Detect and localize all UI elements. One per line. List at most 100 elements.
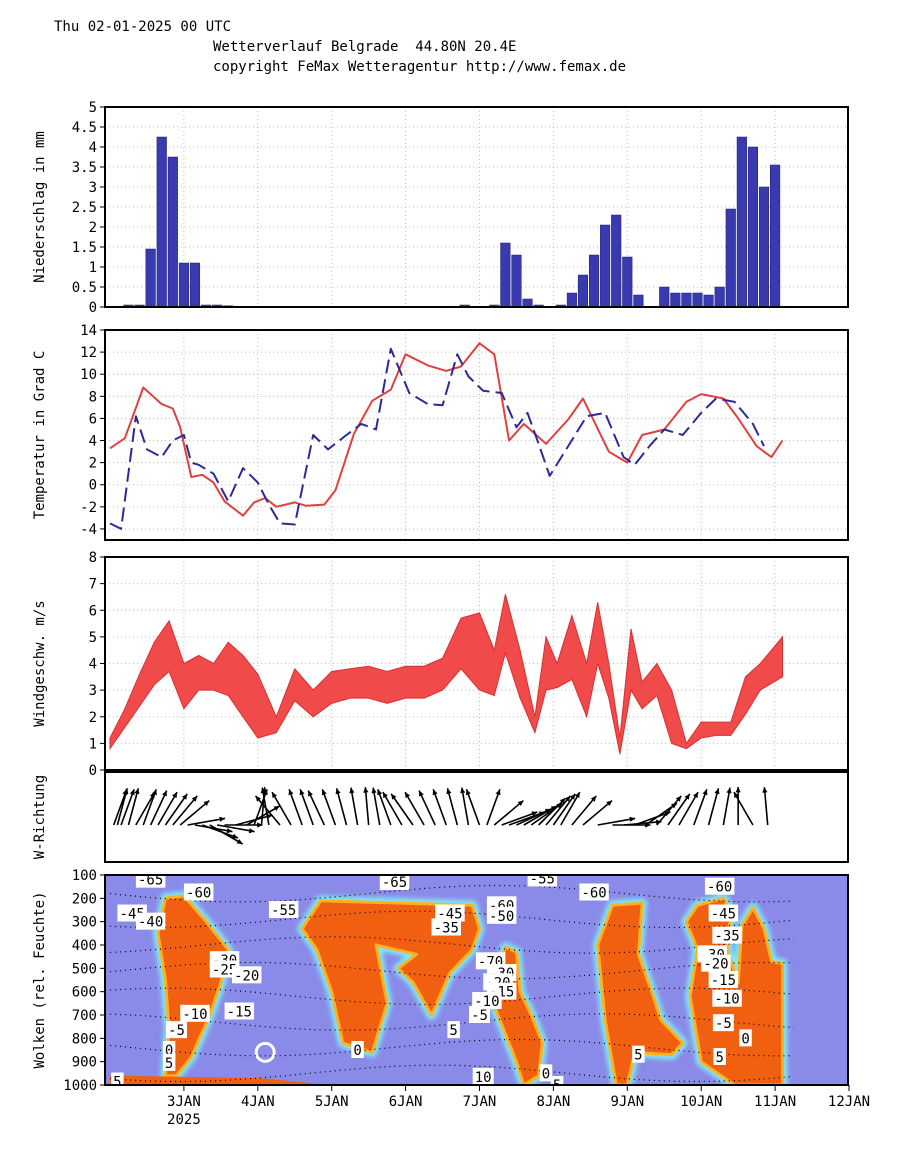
wind-direction-arrowhead [260, 787, 266, 794]
contour-label-box [351, 1041, 364, 1058]
isotherm-contour [105, 884, 794, 903]
isotherm-contour [105, 1013, 794, 1031]
wind-direction-arrowhead [684, 793, 690, 800]
precip-bar [714, 286, 725, 308]
wind-direction-arrowhead [693, 792, 699, 799]
wind-direction-arrowhead [432, 789, 438, 796]
precip-ytick-label: 2 [89, 220, 97, 236]
precip-bar [600, 224, 611, 308]
x-tick-label: 10JAN [680, 1094, 722, 1110]
wind-direction-arrowhead [446, 788, 452, 795]
wind-direction-arrowhead [363, 787, 369, 793]
precip-bar [736, 136, 747, 308]
x-tick-label: 11JAN [754, 1094, 796, 1110]
wind-direction-arrow [246, 805, 281, 826]
wind-direction-arrowhead [232, 833, 239, 839]
wind-direction-arrow [623, 820, 662, 826]
cloud-ring [254, 1041, 276, 1063]
precip-bar [588, 254, 600, 308]
isotherm-contour [105, 1038, 794, 1057]
contour-label: 10 [475, 1070, 492, 1086]
cloud-ytick-label: 700 [72, 1008, 97, 1024]
contour-label: -20 [703, 957, 728, 973]
contour-label-box [268, 901, 299, 918]
wind-direction-arrow [179, 799, 210, 826]
precip-bar [670, 292, 681, 308]
wind-direction-arrow [634, 811, 671, 826]
contour-label: -5 [471, 1008, 488, 1024]
precip-ytick-label: 4 [89, 140, 97, 156]
contour-label: -15 [711, 973, 736, 989]
wind-direction-arrowhead [377, 789, 383, 796]
wind-direction-arrow [149, 790, 168, 826]
contour-label: -25 [212, 963, 237, 979]
precip-ytick-label: 3.5 [72, 160, 97, 176]
wind-direction-arrowhead [517, 800, 524, 807]
precip-bar [725, 208, 736, 308]
wind-direction-arrow [571, 795, 597, 826]
wind-direction-arrowhead [299, 789, 305, 796]
contour-label-box [431, 918, 461, 936]
wind-ytick-label: 4 [89, 657, 97, 673]
wind-direction-arrow [486, 789, 501, 826]
contour-label: -5 [168, 1023, 185, 1039]
cloud-area: -65-60-45-40-30-25-20-15-10-5055-55-65-4… [105, 875, 848, 1086]
wind-direction-arrow [209, 824, 244, 845]
temp-ylabel: Temperatur in Grad C [32, 351, 48, 520]
wind-direction-arrowhead [255, 795, 262, 802]
cloud-ytick-label: 300 [72, 915, 97, 931]
contour-label: 0 [353, 1043, 361, 1059]
temp-ytick-label: 6 [89, 411, 97, 427]
contour-label-box [713, 1048, 726, 1065]
wind-direction-arrowhead [123, 788, 129, 795]
contour-label-box [701, 954, 731, 972]
wind-direction-arrowhead [465, 789, 471, 796]
precip-bar [577, 274, 589, 308]
isotherm-contour [105, 936, 794, 954]
isotherm-contour [105, 961, 794, 980]
temp-frame [104, 329, 849, 541]
precip-ytick-label: 2.5 [72, 200, 97, 216]
precip-ytick-label: 3 [89, 180, 97, 196]
precip-bar [511, 254, 522, 308]
contour-label: 0 [165, 1043, 173, 1059]
wind-direction-arrowhead [735, 787, 741, 793]
precip-ytick-label: 1 [89, 260, 97, 276]
cloud-ytick-label: 400 [72, 938, 97, 954]
contour-label-box [166, 1021, 188, 1039]
contour-label-box [379, 875, 410, 890]
wind-direction-arrow [157, 791, 178, 826]
contour-label-box [712, 926, 742, 944]
precip-bar [566, 292, 577, 308]
wind-direction-arrowhead [726, 787, 732, 794]
wind-ytick-label: 7 [89, 577, 97, 593]
cloud-core [300, 899, 481, 1054]
wind-direction-arrowhead [219, 816, 226, 822]
contour-label: -40 [138, 915, 163, 931]
wind-speed-band [109, 594, 783, 755]
wind-direction-arrow [465, 789, 481, 826]
wind-direction-arrow [377, 789, 392, 826]
contour-label-box [550, 1076, 564, 1085]
temp-ytick-label: 0 [89, 478, 97, 494]
wind-direction-arrowhead [531, 811, 538, 817]
temp-ytick-label: -4 [80, 522, 97, 538]
wind-ytick-label: 1 [89, 736, 97, 752]
wind-direction-arrowhead [288, 789, 294, 796]
x-tick-label: 3JAN [167, 1094, 201, 1110]
wind-direction-arrow [382, 791, 403, 826]
precip-bar [522, 298, 533, 308]
cloud-ytick-label: 500 [72, 961, 97, 977]
wind-direction-arrow [501, 811, 538, 826]
wind-direction-arrowhead [273, 806, 280, 811]
wind-direction-arrowhead [460, 787, 466, 794]
contour-label: 5 [165, 1056, 173, 1072]
wind-direction-arrowhead [569, 793, 576, 800]
contour-label: -50 [489, 909, 514, 925]
precip-bar [145, 248, 156, 308]
wind-direction-arrowhead [236, 839, 243, 844]
wind-direction-arrowhead [308, 790, 313, 797]
wind-direction-arrow [350, 787, 359, 826]
wind-direction-arrowhead [405, 792, 411, 799]
contour-label-box [486, 906, 517, 924]
